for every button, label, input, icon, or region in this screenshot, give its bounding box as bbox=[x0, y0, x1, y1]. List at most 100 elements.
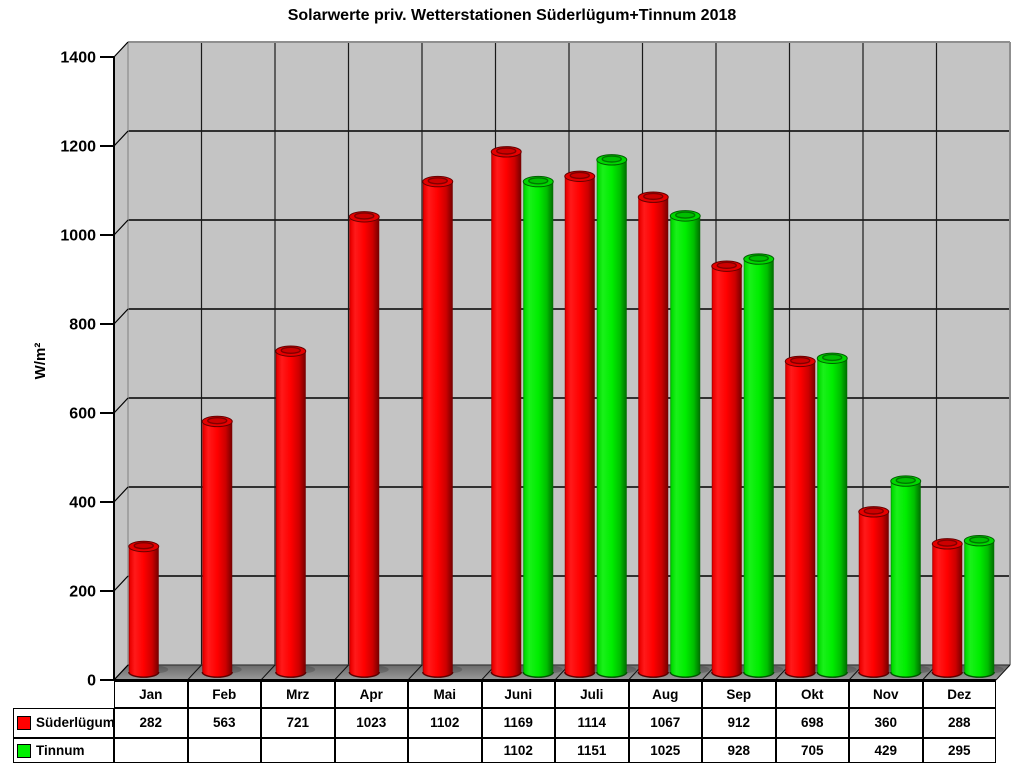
bar-body bbox=[964, 540, 995, 678]
bar-body bbox=[422, 181, 453, 678]
bar-tinnum-aug bbox=[669, 210, 710, 678]
bar-body bbox=[785, 361, 816, 678]
bar-suederluegum-jan bbox=[128, 540, 169, 678]
bar-body bbox=[743, 259, 774, 678]
bar-body bbox=[890, 481, 921, 678]
bar-bottom-rim bbox=[348, 671, 380, 678]
y-tick-depth-line bbox=[113, 397, 129, 414]
bar-bottom-rim bbox=[963, 671, 995, 678]
legend-cell-suederluegum: Süderlügum bbox=[13, 708, 114, 738]
bar-top-ring bbox=[354, 212, 375, 220]
y-tick-label: 0 bbox=[87, 673, 96, 690]
y-tick-depth-line bbox=[113, 41, 129, 58]
value-cell-dez: 288 bbox=[922, 708, 996, 738]
bar-bottom-rim bbox=[128, 671, 160, 678]
bar-bottom-rim bbox=[522, 671, 554, 678]
value-cell-juni: 1102 bbox=[481, 738, 555, 763]
bar-top-ring bbox=[716, 261, 737, 270]
value-cell-juni: 1169 bbox=[481, 708, 555, 738]
bar-top-ring bbox=[280, 346, 301, 355]
bar-tinnum-okt bbox=[816, 352, 857, 678]
bar-top-ring bbox=[675, 211, 696, 219]
value-cell-jan bbox=[114, 738, 188, 763]
bar-top-ring bbox=[822, 353, 843, 362]
month-header-cell: Dez bbox=[922, 681, 996, 708]
bar-body bbox=[932, 543, 963, 678]
bar-suederluegum-feb bbox=[201, 415, 242, 678]
bar-tinnum-sep bbox=[743, 253, 784, 678]
month-header-cell: Aug bbox=[628, 681, 702, 708]
value-cell-jan: 282 bbox=[114, 708, 188, 738]
y-tick-depth-line bbox=[113, 308, 129, 325]
legend-swatch-tinnum bbox=[17, 743, 31, 758]
bar-top-ring bbox=[863, 507, 884, 515]
month-header-cell: Feb bbox=[187, 681, 261, 708]
value-cell-okt: 705 bbox=[775, 738, 849, 763]
y-tick-depth-line bbox=[113, 486, 129, 503]
bar-top-ring bbox=[569, 171, 590, 180]
month-header-cell: Sep bbox=[702, 681, 776, 708]
bar-top-ring bbox=[969, 536, 990, 544]
value-cell-juli: 1151 bbox=[555, 738, 629, 763]
bar-body bbox=[670, 215, 701, 678]
bar-tinnum-juni bbox=[522, 175, 563, 678]
bar-suederluegum-aug bbox=[637, 191, 678, 678]
floor-separator bbox=[260, 664, 276, 681]
legend-swatch-suederluegum bbox=[17, 716, 31, 730]
bar-top-ring bbox=[528, 177, 549, 185]
bar-top-ring bbox=[207, 416, 228, 425]
bar-body bbox=[711, 266, 742, 678]
month-header-cell: Jan bbox=[114, 681, 188, 708]
bar-bottom-rim bbox=[669, 671, 701, 678]
bar-bottom-rim bbox=[275, 671, 307, 678]
month-header-cell: Mai bbox=[408, 681, 482, 708]
value-cell-apr: 1023 bbox=[334, 708, 408, 738]
value-cell-nov: 360 bbox=[849, 708, 923, 738]
value-cell-mrz bbox=[261, 738, 335, 763]
bar-suederluegum-apr bbox=[348, 211, 389, 678]
bar-suederluegum-juli bbox=[564, 170, 605, 678]
bar-body bbox=[564, 176, 595, 678]
bar-bottom-rim bbox=[637, 671, 669, 678]
bar-suederluegum-sep bbox=[711, 260, 752, 678]
value-cell-sep: 928 bbox=[702, 738, 776, 763]
value-cell-sep: 912 bbox=[702, 708, 776, 738]
data-table: Jan Feb Mrz Apr Mai Juni Juli Aug Sep Okt Nov Dez Sü… bbox=[13, 681, 996, 763]
value-cell-mai bbox=[408, 738, 482, 763]
bar-body bbox=[596, 159, 627, 678]
legend-label: Tinnum bbox=[36, 742, 85, 758]
month-header-cell: Juli bbox=[555, 681, 629, 708]
bar-suederluegum-mai bbox=[422, 175, 463, 678]
month-header-cell: Apr bbox=[334, 681, 408, 708]
legend-label: Süderlügum bbox=[36, 715, 114, 731]
value-cell-okt: 698 bbox=[775, 708, 849, 738]
bar-body bbox=[128, 546, 159, 678]
bar-bottom-rim bbox=[931, 671, 963, 678]
bar-top-ring bbox=[496, 147, 517, 155]
value-cell-feb bbox=[187, 738, 261, 763]
bar-tinnum-dez bbox=[963, 535, 1004, 678]
bar-bottom-rim bbox=[784, 671, 816, 678]
bar-bottom-rim bbox=[564, 671, 596, 678]
y-tick-label: 200 bbox=[69, 584, 96, 601]
bar-body bbox=[349, 216, 380, 678]
y-axis-label: W/m² bbox=[32, 343, 49, 380]
bar-top-ring bbox=[748, 254, 769, 262]
bar-tinnum-juli bbox=[596, 154, 637, 678]
month-header-cell: Juni bbox=[481, 681, 555, 708]
month-header-cell: Okt bbox=[775, 681, 849, 708]
legend-cell-tinnum: Tinnum bbox=[13, 738, 114, 763]
bar-bottom-rim bbox=[711, 671, 743, 678]
y-tick-label: 800 bbox=[69, 317, 96, 334]
floor-separator bbox=[407, 664, 423, 681]
bar-top-ring bbox=[937, 539, 958, 547]
y-tick-depth-line bbox=[113, 575, 129, 592]
y-tick-depth-line bbox=[113, 219, 129, 236]
bar-suederluegum-juni bbox=[490, 146, 531, 678]
y-tick-label: 400 bbox=[69, 495, 96, 512]
value-cell-juli: 1114 bbox=[555, 708, 629, 738]
bar-top-ring bbox=[601, 155, 622, 163]
table-corner-empty bbox=[13, 681, 114, 708]
value-cell-aug: 1067 bbox=[628, 708, 702, 738]
chart-title: Solarwerte priv. Wetterstationen Süderlü… bbox=[287, 7, 737, 24]
